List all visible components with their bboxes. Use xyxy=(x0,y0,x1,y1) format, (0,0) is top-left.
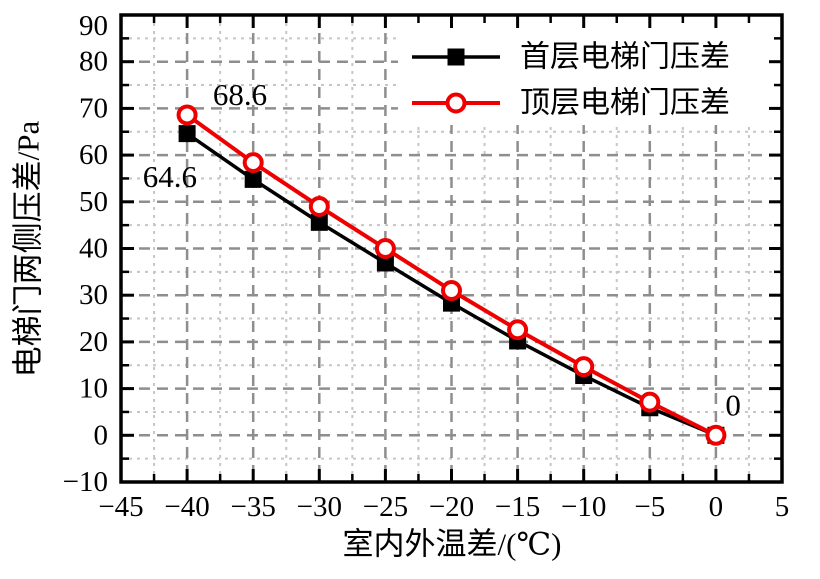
y-tick-label: 10 xyxy=(79,373,108,405)
y-tick-label: 70 xyxy=(79,92,108,124)
annotation-label: 68.6 xyxy=(213,77,267,112)
annotation-label: 64.6 xyxy=(143,159,197,194)
series-top-floor xyxy=(176,104,727,446)
y-tick-labels: −10 0 10 20 30 40 50 60 70 80 90 xyxy=(63,10,108,498)
x-tick-label: 5 xyxy=(775,491,790,523)
y-axis-title: 电梯门两侧压差/Pa xyxy=(11,120,46,377)
x-tick-label: −40 xyxy=(164,491,209,523)
y-tick-label: 30 xyxy=(79,279,108,311)
x-tick-label: −10 xyxy=(561,491,606,523)
x-tick-label: −30 xyxy=(297,491,342,523)
x-tick-label: −25 xyxy=(363,491,408,523)
y-tick-label: 20 xyxy=(79,326,108,358)
y-tick-label: 60 xyxy=(79,139,108,171)
x-tick-label: −5 xyxy=(634,491,665,523)
x-tick-label: −45 xyxy=(98,491,143,523)
y-tick-label: 90 xyxy=(79,10,108,42)
legend-item: 首层电梯门压差 xyxy=(412,41,730,74)
legend-label: 顶层电梯门压差 xyxy=(520,87,730,120)
x-tick-label: 0 xyxy=(709,491,724,523)
legend-label: 首层电梯门压差 xyxy=(520,41,730,74)
x-tick-labels: −45 −40 −35 −30 −25 −20 −15 −10 −5 0 5 xyxy=(98,491,789,523)
y-tick-label: 0 xyxy=(94,419,109,451)
x-axis-title: 室内外温差/(℃) xyxy=(343,527,562,562)
axis-ticks xyxy=(119,13,784,484)
annotation-label: 0 xyxy=(725,387,741,422)
legend-item: 顶层电梯门压差 xyxy=(412,87,730,120)
x-tick-label: −35 xyxy=(231,491,276,523)
y-tick-label: 50 xyxy=(79,186,108,218)
y-tick-label: 80 xyxy=(79,46,108,78)
x-tick-label: −20 xyxy=(429,491,474,523)
y-tick-label: −10 xyxy=(63,466,108,498)
x-tick-label: −15 xyxy=(495,491,540,523)
y-tick-label: 40 xyxy=(79,233,108,265)
annotations: 68.6 64.6 0 xyxy=(143,77,741,423)
